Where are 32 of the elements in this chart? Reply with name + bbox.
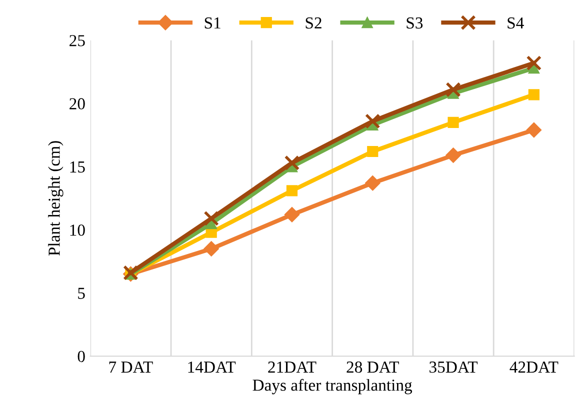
legend-label: S3	[406, 17, 423, 29]
y-tick-label: 20	[70, 98, 85, 110]
y-tick-label: 25	[70, 35, 85, 46]
point	[446, 148, 461, 163]
x-tick-label: 14DAT	[188, 362, 236, 373]
point	[286, 185, 298, 196]
x-tick-label: 42DAT	[510, 362, 558, 373]
point	[284, 155, 300, 171]
point	[446, 82, 461, 98]
y-tick-label: 5	[78, 288, 85, 299]
legend-label: S1	[204, 17, 220, 29]
point	[526, 122, 542, 138]
x-tick-label: 21DAT	[268, 362, 316, 373]
x-tick-label: 7 DAT	[109, 362, 153, 373]
point	[364, 114, 380, 129]
x-tick-label: 28 DAT	[346, 362, 399, 373]
point	[365, 176, 380, 191]
x-tick-label: 35DAT	[430, 362, 478, 373]
legend-label: S4	[508, 17, 524, 29]
y-tick-label: 10	[70, 224, 85, 236]
point	[528, 89, 540, 100]
y-tick-label: 15	[70, 161, 85, 173]
y-tick-label: 0	[78, 350, 85, 362]
point	[448, 116, 459, 128]
point	[204, 241, 219, 256]
point	[526, 55, 542, 71]
legend-label: S2	[306, 17, 322, 29]
point	[284, 207, 300, 222]
point	[204, 210, 219, 226]
y-axis-title: Plant height (cm)	[48, 141, 64, 256]
point	[367, 146, 378, 158]
x-axis-title: Days after transplanting	[252, 378, 412, 394]
